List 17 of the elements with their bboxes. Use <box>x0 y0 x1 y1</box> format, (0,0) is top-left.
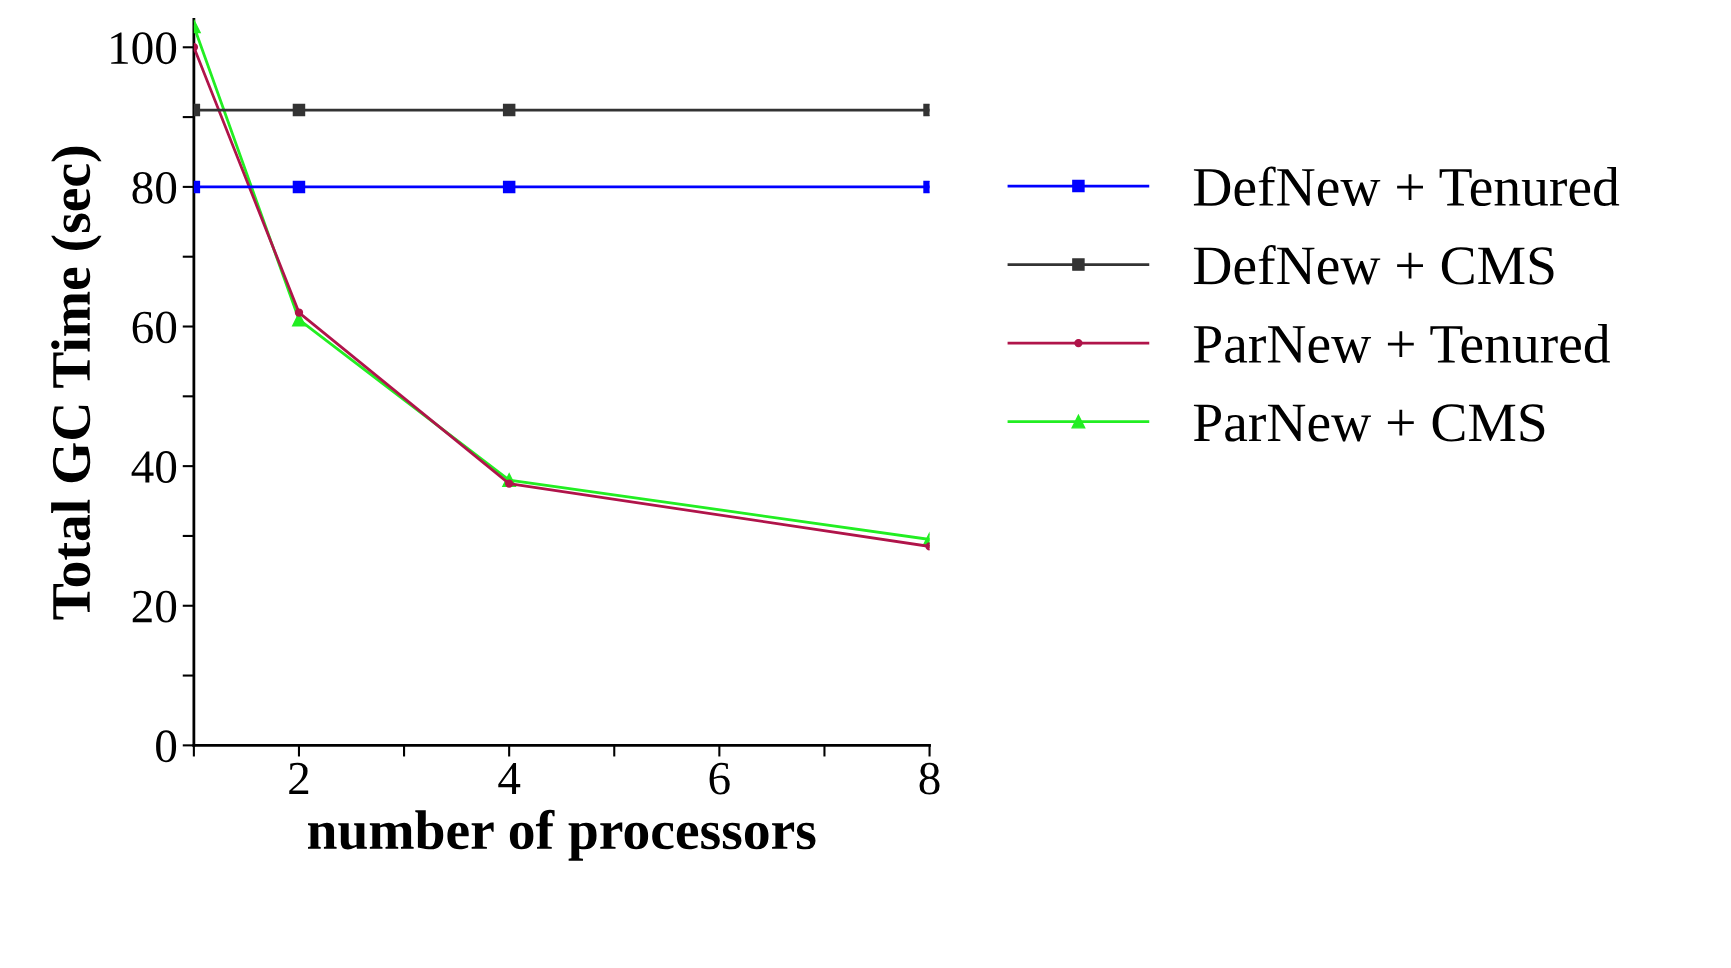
y-axis-title: Total GC Time (sec) <box>51 146 102 620</box>
y-tick-label: 0 <box>156 730 177 763</box>
x-tick-label: 6 <box>709 762 730 795</box>
y-tick-label: 80 <box>132 171 177 204</box>
legend-label: ParNew + Tenured <box>1193 323 1610 364</box>
legend-label: DefNew + CMS <box>1193 244 1554 285</box>
x-axis-title: number of processors <box>308 809 816 861</box>
legend-label: DefNew + Tenured <box>1193 166 1620 207</box>
x-tick-label: 8 <box>919 762 940 795</box>
legend-label: ParNew + CMS <box>1193 404 1545 442</box>
y-tick-label: 100 <box>111 32 177 65</box>
y-tick-label: 60 <box>132 311 177 344</box>
y-tick-label: 40 <box>131 451 177 483</box>
point <box>294 308 304 317</box>
x-tick-label: 4 <box>498 763 521 795</box>
y-tick-label: 20 <box>132 590 177 623</box>
x-tick-label: 2 <box>289 762 309 795</box>
